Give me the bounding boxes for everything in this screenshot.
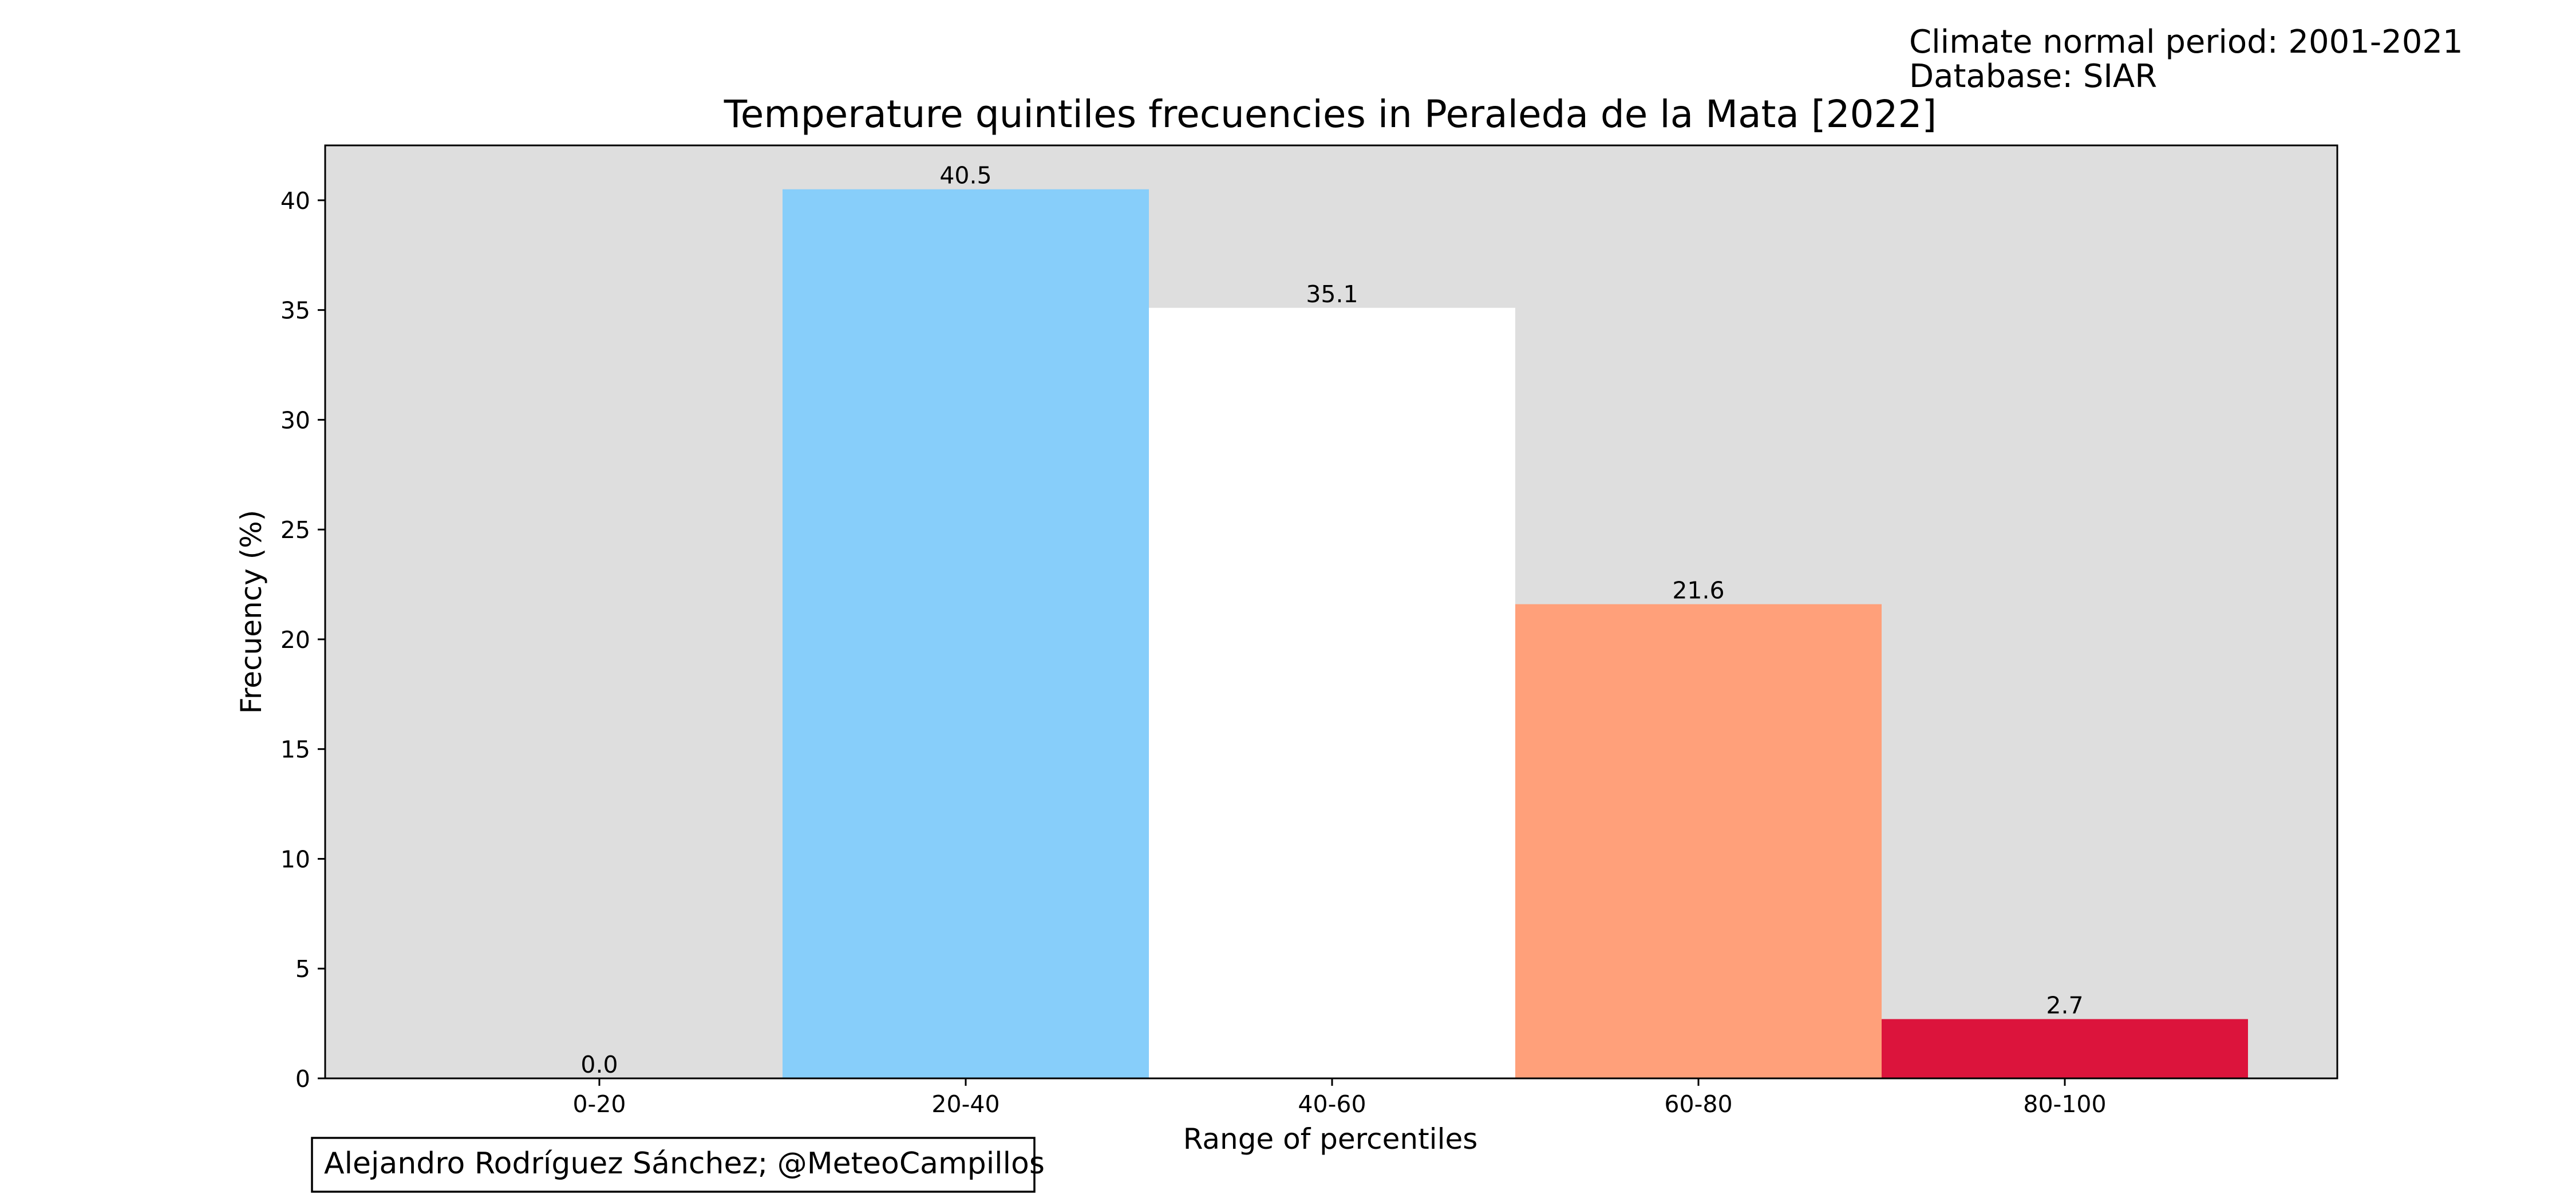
database-note: Database: SIAR: [1909, 58, 2157, 95]
x-tick-label-0-20: 0-20: [572, 1090, 626, 1118]
y-tick-label-25: 25: [280, 516, 310, 544]
x-tick-label-40-60: 40-60: [1298, 1090, 1366, 1118]
x-tick-label-60-80: 60-80: [1664, 1090, 1732, 1118]
value-label-20-40: 40.5: [939, 162, 991, 189]
bar-40-60: [1149, 307, 1515, 1078]
y-tick-label-15: 15: [280, 736, 310, 764]
x-axis-label: Range of percentiles: [1183, 1122, 1478, 1156]
y-tick-label-5: 5: [295, 955, 310, 983]
y-tick-label-35: 35: [280, 297, 310, 325]
value-label-group: 0.0 40.5 35.1 21.6 2.7: [580, 162, 2083, 1078]
x-tick-label-80-100: 80-100: [2023, 1090, 2106, 1118]
bar-60-80: [1515, 604, 1882, 1078]
bar-20-40: [783, 189, 1149, 1079]
value-label-40-60: 35.1: [1306, 280, 1358, 308]
x-tick-label-20-40: 20-40: [931, 1090, 999, 1118]
y-tick-label-10: 10: [280, 845, 310, 873]
value-label-80-100: 2.7: [2046, 991, 2083, 1019]
credit-text: Alejandro Rodríguez Sánchez; @MeteoCampi…: [324, 1146, 1045, 1181]
chart-title: Temperature quintiles frecuencies in Per…: [724, 92, 1937, 136]
credit-box: [311, 1137, 1036, 1193]
y-tick-label-0: 0: [295, 1065, 310, 1093]
y-tick-label-40: 40: [280, 187, 310, 215]
value-label-60-80: 21.6: [1672, 577, 1724, 604]
y-tick-label-30: 30: [280, 406, 310, 434]
x-axis: 0-20 20-40 40-60 60-80 80-100: [572, 1078, 2107, 1118]
y-tick-label-20: 20: [280, 626, 310, 654]
value-label-0-20: 0.0: [580, 1051, 618, 1078]
y-axis: 0 5 10 15 20 25 30 35 40: [280, 187, 325, 1093]
plot-frame: [324, 144, 2338, 1080]
bar-group: [783, 189, 2248, 1079]
bar-80-100: [1882, 1019, 2248, 1078]
y-axis-label: Frecuency (%): [235, 510, 268, 714]
climate-period-note: Climate normal period: 2001-2021: [1909, 23, 2463, 61]
